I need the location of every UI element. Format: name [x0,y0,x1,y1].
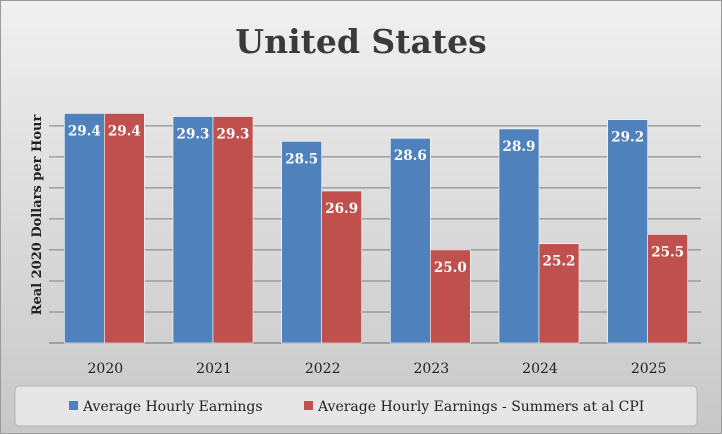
data-label-summers-cpi-2020: 29.4 [108,123,141,139]
bar-summers-cpi-2021 [212,116,254,344]
x-tick-label-2021: 2021 [196,361,232,377]
data-label-earnings-2023: 28.6 [394,148,427,164]
legend-swatch-average-hourly-earnings [69,401,78,410]
legend-box [14,385,698,427]
data-label-summers-cpi-2022: 26.9 [325,201,358,217]
bar-earnings-2022 [281,141,322,344]
x-axis-ticks: 2020 2021 2022 2023 2024 2025 [88,361,667,377]
legend-swatch-summers-cpi [304,401,313,410]
legend: Average Hourly Earnings Average Hourly E… [14,385,698,427]
bars: 29.4 29.4 29.3 29.3 28.5 26.9 28.6 25.0 28.9 25.2… [64,113,688,344]
y-axis-label: Real 2020 Dollars per Hour [30,115,45,316]
x-tick-label-2023: 2023 [414,361,450,377]
data-label-earnings-2025: 29.2 [611,130,644,146]
data-label-earnings-2020: 29.4 [68,123,101,139]
bar-earnings-2023 [390,137,431,344]
legend-label-average-hourly-earnings: Average Hourly Earnings [82,399,263,415]
legend-label-summers-cpi: Average Hourly Earnings - Summers at al … [317,399,644,415]
x-tick-label-2022: 2022 [305,361,341,377]
bar-earnings-2020 [64,113,105,344]
data-label-summers-cpi-2025: 25.5 [651,244,684,260]
x-tick-label-2020: 2020 [88,361,124,377]
data-label-earnings-2022: 28.5 [285,151,318,167]
chart-title: United States [235,22,486,61]
bar-earnings-2021 [172,116,214,344]
data-label-summers-cpi-2024: 25.2 [543,254,576,270]
data-label-summers-cpi-2023: 25.0 [434,260,467,276]
bar-summers-cpi-2025 [647,234,688,344]
bar-earnings-2024 [498,128,540,344]
data-label-summers-cpi-2021: 29.3 [217,127,250,143]
bar-summers-cpi-2024 [538,243,580,344]
bar-summers-cpi-2022 [321,190,362,344]
data-label-earnings-2021: 29.3 [177,127,210,143]
gridlines [49,125,701,344]
bar-earnings-2025 [607,119,648,344]
x-tick-label-2025: 2025 [631,361,667,377]
data-label-earnings-2024: 28.9 [503,139,536,155]
bar-summers-cpi-2020 [104,113,145,344]
x-tick-label-2024: 2024 [522,361,558,377]
bar-summers-cpi-2023 [430,249,471,344]
